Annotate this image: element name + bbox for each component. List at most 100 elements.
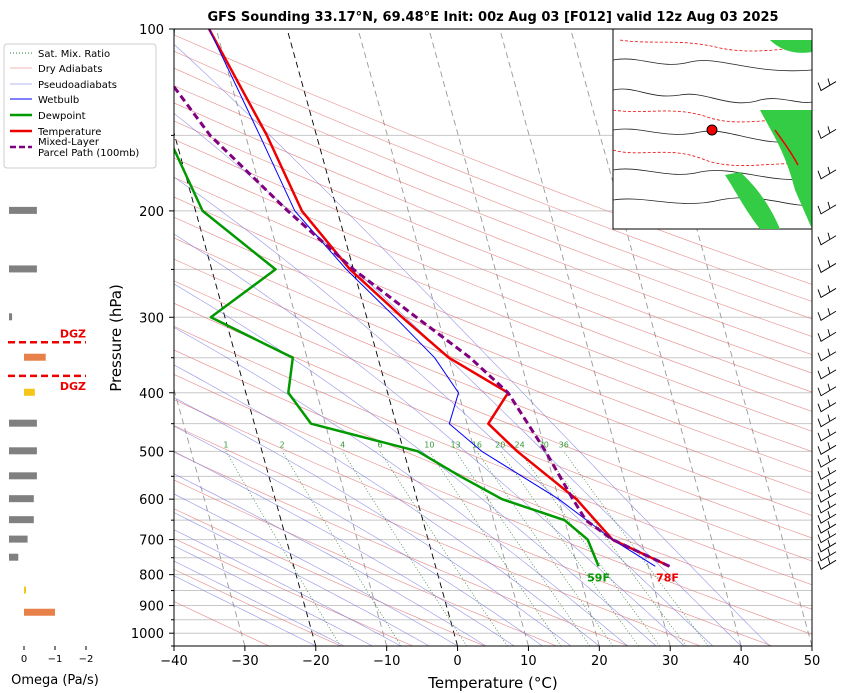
omega-bar [9, 447, 37, 455]
isotherm-line [499, 29, 671, 646]
wind-barb [817, 454, 837, 468]
mixing-ratio-line [225, 451, 341, 646]
y-tick-label: 100 [139, 23, 164, 38]
isotherm-line [174, 131, 317, 646]
omega-bar [24, 353, 46, 361]
dry-adiabat [174, 216, 812, 473]
y-tick-label: 200 [139, 205, 164, 220]
inset-map [612, 28, 813, 230]
x-tick-label: 20 [591, 654, 608, 669]
y-tick-label: 400 [139, 387, 164, 402]
y-tick-label: 300 [139, 311, 164, 326]
dry-adiabat [174, 479, 557, 646]
legend-label: Wetbulb [38, 95, 79, 106]
wind-barb [817, 500, 837, 514]
mixing-ratio-label: 16 [472, 440, 482, 449]
mixing-ratio-line [543, 451, 687, 646]
omega-bar [9, 313, 13, 321]
pseudoadiabat [174, 327, 628, 646]
mixing-ratio-label: 24 [515, 440, 525, 449]
omega-bar [9, 472, 37, 480]
dry-adiabat [174, 425, 701, 646]
x-tick-label: 40 [733, 654, 750, 669]
dry-adiabat [174, 280, 812, 539]
omega-xlabel: Omega (Pa/s) [11, 673, 99, 688]
omega-tick-label: 0 [21, 654, 27, 665]
dry-adiabat [174, 67, 812, 320]
dry-adiabat [174, 601, 270, 646]
wind-barb [817, 490, 837, 503]
omega-bar [24, 608, 55, 616]
x-tick-label: −40 [160, 654, 187, 669]
x-tick-label: 10 [520, 654, 537, 669]
omega-bar [9, 516, 34, 524]
mixing-ratio-line [429, 451, 562, 646]
chart-legend: Sat. Mix. Ratio Dry Adiabats Pseudoadiabat… [3, 43, 157, 169]
series-dewpoint [174, 29, 600, 567]
mixing-ratio-label: 13 [451, 440, 461, 449]
pseudoadiabat [174, 283, 657, 646]
dry-adiabat [174, 451, 629, 646]
wind-barb [817, 557, 837, 570]
mixing-ratio-label: 30 [539, 440, 549, 449]
wind-barb [817, 428, 837, 442]
wind-barb [817, 478, 837, 492]
pseudoadiabat [174, 545, 373, 646]
legend-label: Dewpoint [38, 111, 86, 122]
dry-adiabat [174, 374, 812, 635]
mixing-ratio-label: 4 [340, 440, 345, 449]
mixing-ratio-line [563, 451, 709, 646]
pseudoadiabat [174, 425, 543, 646]
omega-panel: 0 −1 −2 DGZ DGZ [8, 131, 93, 665]
wind-barb [817, 166, 837, 180]
x-tick-label: 0 [453, 654, 461, 669]
wind-barb [817, 520, 837, 534]
isotherm-line [570, 29, 742, 646]
legend-label: Temperature [37, 127, 101, 138]
isotherm-line [286, 29, 458, 646]
mixing-ratio-label: 1 [223, 440, 228, 449]
x-tick-label: −30 [231, 654, 258, 669]
series-temperature [208, 29, 671, 568]
omega-bar [9, 419, 37, 427]
dry-adiabat [174, 120, 812, 374]
y-axis-label: Pressure (hPa) [107, 284, 125, 392]
mixing-ratio-label: 20 [495, 440, 505, 449]
series-wetbulb [208, 29, 656, 567]
wind-barb [817, 260, 837, 274]
omega-bar [24, 388, 35, 396]
wind-barb [817, 467, 837, 480]
mixing-ratio-label: 36 [559, 440, 569, 449]
dry-adiabat [174, 139, 812, 393]
series-layer: 59F 78F [174, 29, 679, 584]
wind-barb [817, 442, 837, 455]
surface-dewpoint-label: 59F [587, 571, 610, 584]
wind-barb [817, 285, 837, 299]
wind-barb [817, 414, 837, 428]
omega-bar [9, 206, 37, 214]
pseudoadiabat [174, 493, 458, 646]
dry-adiabat [174, 50, 812, 302]
x-tick-label: −10 [373, 654, 400, 669]
omega-bar [9, 265, 37, 273]
wind-barbs [811, 29, 837, 646]
y-tick-label: 700 [139, 534, 164, 549]
dgz-label: DGZ [60, 327, 86, 340]
dry-adiabat [174, 349, 812, 610]
dry-adiabat [174, 102, 812, 355]
sounding-location-marker [706, 124, 718, 136]
pseudoadiabat [174, 560, 345, 646]
dry-adiabat [174, 326, 812, 586]
omega-tick-label: −2 [79, 654, 94, 665]
x-axis-label: Temperature (°C) [427, 674, 557, 692]
legend-label: Pseudoadiabats [38, 80, 117, 91]
mixing-ratio-line [342, 451, 467, 646]
y-tick-label: 900 [139, 600, 164, 615]
x-tick-label: −20 [302, 654, 329, 669]
omega-bar [9, 495, 34, 503]
mixing-ratio-label: 6 [377, 440, 382, 449]
wind-barb [817, 548, 837, 562]
axes-layer: −40 −30 −20 −10 0 10 20 30 40 50 100 200 300 400 500 60… [131, 23, 820, 669]
surface-temperature-label: 78F [656, 571, 679, 584]
wind-barb [817, 539, 837, 553]
